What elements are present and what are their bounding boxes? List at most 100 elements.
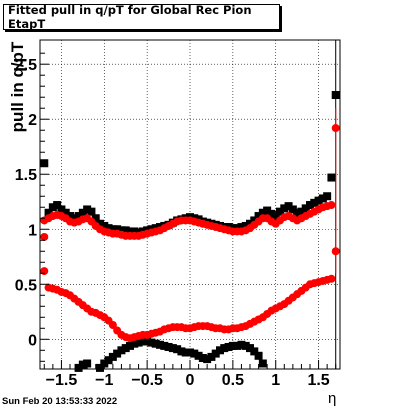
data-point [198, 353, 207, 362]
data-point [156, 340, 164, 349]
data-point [301, 204, 310, 213]
data-point [164, 342, 173, 351]
data-point [280, 204, 289, 213]
y-tick-label: 0.5 [15, 277, 37, 294]
data-point [121, 226, 130, 235]
data-point [310, 198, 319, 207]
data-point [211, 349, 220, 358]
data-point [237, 340, 246, 349]
data-layer [40, 40, 340, 372]
data-point [331, 91, 340, 100]
data-point [246, 219, 254, 228]
data-point [78, 360, 87, 369]
data-point [258, 359, 267, 368]
data-point [130, 339, 139, 348]
data-point [70, 214, 79, 223]
data-point [241, 341, 250, 350]
data-point [331, 124, 340, 133]
data-point [83, 205, 92, 214]
chart-title: Fitted pull in q/pT for Global Rec Pion … [3, 3, 280, 31]
data-point [130, 227, 139, 236]
y-tick-label: 0 [28, 332, 37, 349]
data-point [258, 208, 267, 217]
data-point [293, 208, 302, 217]
data-point [224, 342, 233, 351]
y-tick-label: 2.5 [15, 57, 37, 74]
grid-layer [40, 40, 340, 369]
data-point [177, 347, 186, 356]
tick-layer: −1.5 −1 −0.5 0 0.5 1 1.5 0 0.5 1 1.5 2 2.5 [15, 52, 337, 389]
data-point [48, 203, 57, 212]
data-point [160, 341, 169, 350]
data-point [126, 227, 134, 236]
timestamp: Sun Feb 20 13:53:33 2022 [2, 396, 118, 407]
data-point [104, 224, 113, 233]
data-point [96, 219, 104, 228]
data-point [78, 208, 87, 217]
data-point [288, 205, 297, 214]
data-point [100, 221, 109, 230]
data-point [138, 337, 147, 346]
data-point [168, 344, 177, 353]
data-point [267, 209, 276, 218]
data-point [271, 212, 280, 221]
x-tick-label: 0.5 [222, 372, 244, 389]
data-point [173, 345, 182, 354]
data-point [96, 363, 104, 372]
data-point [126, 341, 134, 350]
data-point [190, 349, 199, 358]
data-point [220, 344, 229, 353]
data-point [250, 216, 259, 225]
series-3 [40, 124, 340, 256]
data-point [40, 267, 49, 276]
data-point [151, 339, 160, 348]
x-tick-label: −1 [95, 372, 113, 389]
series-2 [74, 337, 267, 372]
data-point [113, 349, 122, 358]
data-point [117, 226, 126, 235]
data-point [44, 208, 53, 217]
data-point [331, 247, 340, 256]
data-point [237, 223, 246, 232]
data-point [246, 344, 254, 353]
data-point [87, 207, 96, 216]
data-point [314, 196, 323, 205]
data-point [194, 351, 203, 360]
data-point [203, 355, 212, 364]
data-point [216, 346, 224, 355]
y-tick-label: 1 [28, 222, 37, 239]
y-tick-label: 2 [28, 112, 37, 129]
data-point [233, 341, 242, 350]
data-point [147, 338, 156, 347]
data-point [284, 202, 293, 211]
data-point [74, 212, 83, 221]
data-point [143, 337, 152, 346]
data-point [241, 221, 250, 230]
data-point [263, 206, 272, 215]
x-axis-label: η [328, 390, 337, 407]
data-point [323, 192, 332, 201]
x-tick-label: 1.5 [307, 372, 329, 389]
data-point [318, 194, 327, 203]
data-point [327, 201, 336, 210]
y-axis-label: pull in q/pT [8, 41, 27, 133]
x-tick-label: 0 [186, 372, 195, 389]
data-point [297, 207, 306, 216]
x-tick-label: −1.5 [46, 372, 78, 389]
data-point [83, 359, 92, 368]
data-point [53, 201, 62, 210]
series-4 [40, 267, 336, 343]
x-tick-label: −0.5 [131, 372, 163, 389]
data-point [61, 208, 70, 217]
data-point [91, 214, 100, 223]
data-point [327, 173, 336, 182]
x-tick-label: 1 [271, 372, 280, 389]
data-point [113, 225, 122, 234]
data-point [104, 356, 113, 365]
y-tick-label: 1.5 [15, 167, 37, 184]
data-point [181, 348, 190, 357]
data-point [276, 207, 284, 216]
data-point [40, 232, 49, 241]
data-point [108, 320, 117, 329]
